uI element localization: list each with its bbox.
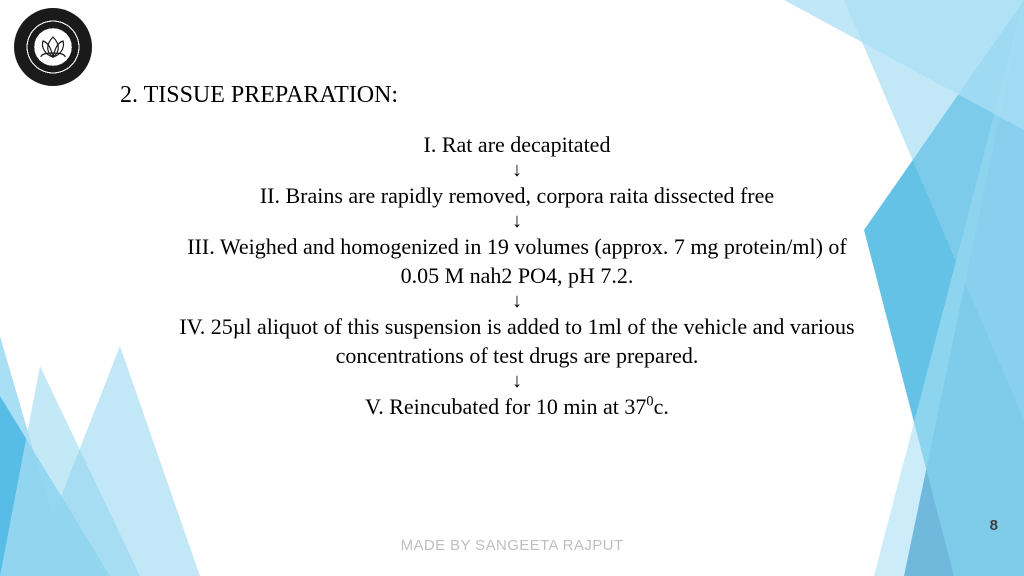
university-logo	[14, 8, 92, 86]
arrow-icon: ↓	[100, 159, 934, 181]
lotus-icon	[37, 31, 69, 63]
arrow-icon: ↓	[100, 290, 934, 312]
arrow-icon: ↓	[100, 210, 934, 232]
slide: 2. TISSUE PREPARATION: I. Rat are decapi…	[0, 0, 1024, 576]
footer-credit: MADE BY SANGEETA RAJPUT	[0, 537, 1024, 554]
step-1: I. Rat are decapitated	[100, 130, 934, 159]
step-5-post: c.	[654, 394, 669, 419]
step-2: II. Brains are rapidly removed, corpora …	[100, 181, 934, 210]
step-5: V. Reincubated for 10 min at 370c.	[100, 392, 934, 421]
section-heading: 2. TISSUE PREPARATION:	[120, 82, 398, 109]
arrow-icon: ↓	[100, 370, 934, 392]
step-5-sup: 0	[646, 394, 653, 410]
step-4-line2: concentrations of test drugs are prepare…	[100, 341, 934, 370]
content-body: I. Rat are decapitated ↓ II. Brains are …	[100, 130, 934, 421]
step-4-line1: IV. 25µl aliquot of this suspension is a…	[100, 312, 934, 341]
step-3-line2: 0.05 M nah2 PO4, pH 7.2.	[100, 261, 934, 290]
page-number: 8	[990, 517, 998, 534]
step-3-line1: III. Weighed and homogenized in 19 volum…	[100, 232, 934, 261]
step-5-pre: V. Reincubated for 10 min at 37	[365, 394, 646, 419]
